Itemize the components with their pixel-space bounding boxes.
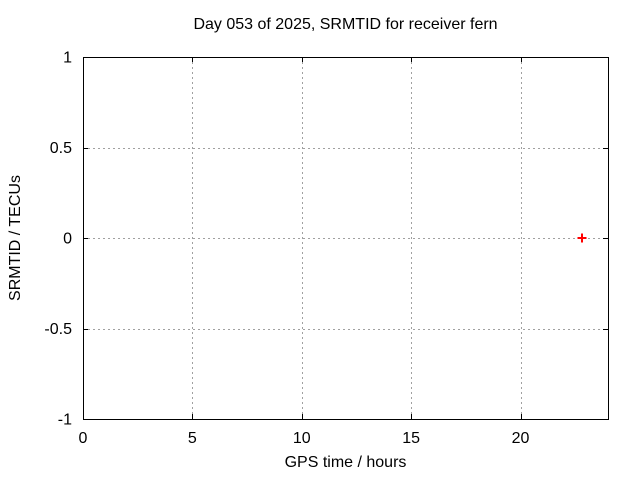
y-tick-label: 0 xyxy=(63,231,72,248)
y-tick-label: -0.5 xyxy=(44,321,72,338)
x-tick-label: 15 xyxy=(402,430,420,447)
x-tick-label: 20 xyxy=(512,430,530,447)
x-axis-label: GPS time / hours xyxy=(284,454,407,471)
y-tick-label: 1 xyxy=(63,50,72,67)
y-tick-label: -1 xyxy=(58,412,72,429)
x-tick-label: 10 xyxy=(293,430,311,447)
x-tick-label: 0 xyxy=(79,430,88,447)
chart-title: Day 053 of 2025, SRMTID for receiver fer… xyxy=(193,16,498,33)
x-tick-label: 5 xyxy=(188,430,197,447)
y-tick-label: 0.5 xyxy=(50,140,72,157)
